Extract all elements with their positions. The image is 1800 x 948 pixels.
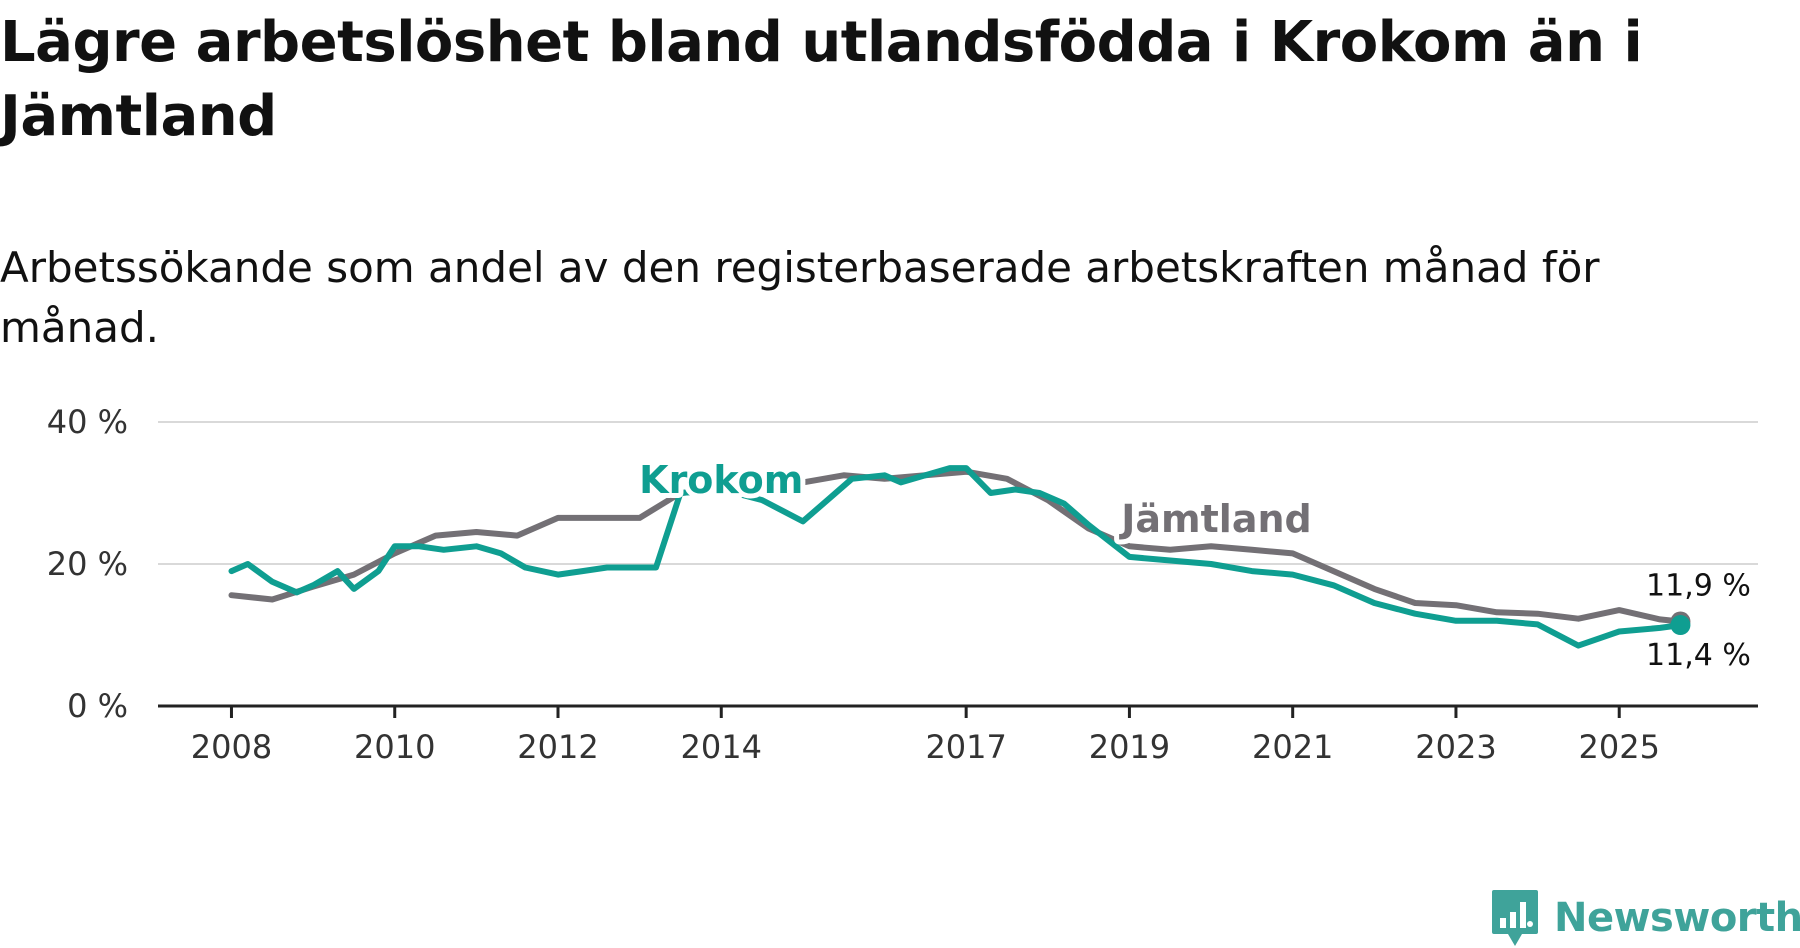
end-value-label-j-mtland: 11,9 % (1646, 569, 1751, 604)
series-label-halo-j-mtland: Jämtland (1118, 497, 1311, 541)
y-tick-label: 0 % (67, 687, 128, 725)
y-tick-label: 40 % (47, 403, 128, 441)
x-tick-label: 2017 (925, 728, 1006, 766)
series-label-j-mtland: Jämtland (1118, 497, 1311, 541)
series-endpoint-krokom (1670, 615, 1691, 636)
brand-logo: Newsworthy (1490, 888, 1800, 948)
chart-subtitle: Arbetssökande som andel av den registerb… (0, 243, 1600, 352)
x-tick-label: 2021 (1252, 728, 1333, 766)
x-tick-label: 2014 (681, 728, 762, 766)
series-label-halo-krokom: Krokom (639, 458, 803, 502)
series-line-krokom (228, 465, 1684, 649)
brand-name: Newsworthy (1554, 895, 1800, 941)
chart-title: Lägre arbetslöshet bland utlandsfödda i … (0, 10, 1643, 149)
y-tick-label: 20 % (47, 545, 128, 583)
x-tick-label: 2019 (1089, 728, 1170, 766)
x-tick-label: 2025 (1579, 728, 1660, 766)
end-value-label-krokom: 11,4 % (1646, 638, 1751, 673)
x-tick-label: 2023 (1415, 728, 1496, 766)
x-tick-label: 2012 (517, 728, 598, 766)
x-tick-label: 2008 (191, 728, 272, 766)
newsworthy-logo-icon (1492, 890, 1538, 946)
x-tick-label: 2010 (354, 728, 435, 766)
series-label-krokom: Krokom (639, 458, 803, 502)
